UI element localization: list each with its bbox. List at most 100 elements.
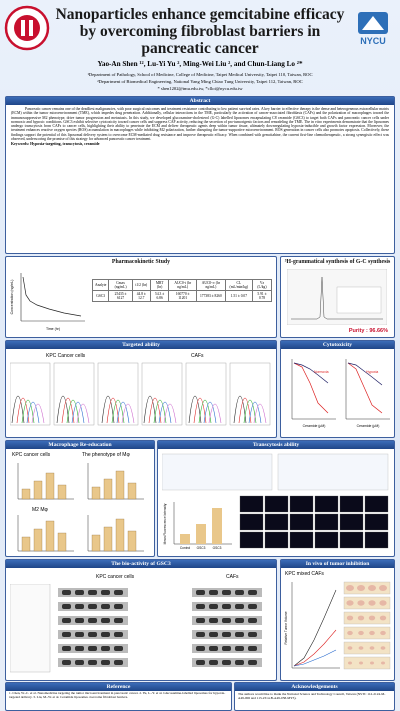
figure-shape [62,660,71,665]
figure-shape [357,615,365,621]
tumor-growth: Relative Tumor Volume [284,581,391,670]
figure-shape [368,585,376,591]
table-cell: 160770 ± 11201 [168,290,198,302]
table-cell: 44.8 ± 12.7 [131,290,151,302]
figure-shape [101,604,110,609]
figure-shape [380,630,386,636]
pk-figure: Time (hr) Concentration (ng/mL) [10,273,85,331]
figure-shape [239,513,264,531]
pk-table: Analyte Cmax (ng/mL) t1/2 (hr) MRT (hr) AUC0… [91,279,273,302]
ack-box: Acknowledgements The authors would like … [234,682,395,711]
section-head: Pharmacokinetic Study [111,259,171,265]
figure-shape [121,403,135,424]
table-cell: t1/2 (hr) [131,279,151,291]
figure-shape [289,513,314,531]
figure-shape [91,486,101,500]
section-head: In vivo of tumor inhibition [281,560,394,568]
figure-shape [289,495,314,513]
table-cell: MRT (hr) [149,279,170,291]
figure-shape [222,618,231,623]
figure-shape [75,590,84,595]
table-cell: Analyte [91,279,110,291]
figure-shape [33,480,43,500]
figure-shape [57,484,67,500]
figure-shape [101,646,110,651]
section-head: Reference [6,683,231,691]
logo-text: NYCU [360,36,386,46]
figure-shape [379,585,387,591]
figure-shape [196,590,205,595]
figure-shape [343,596,391,610]
figure-shape [196,618,205,623]
figure-shape [116,401,130,424]
figure-shape [364,495,389,513]
figure-shape [75,646,84,651]
figure-shape [196,660,205,665]
figure-shape [369,630,375,636]
figure-shape [364,531,389,549]
figure-shape [21,536,31,552]
figure-shape [21,488,31,500]
figure-shape [348,661,352,665]
figure-shape [127,530,137,552]
figure-shape [75,604,84,609]
figure-shape [314,495,339,513]
figure-shape [209,660,218,665]
figure-shape [76,403,90,424]
figure-shape [101,618,110,623]
axis-label: Ceramide (μM) [357,424,380,428]
table-cell: CL (mL/min/kg) [224,279,253,291]
figure-shape [209,632,218,637]
axis-label: Concentration (ng/mL) [10,280,14,315]
figure-shape [346,600,354,606]
figure-shape [10,584,51,673]
figure-shape [379,600,387,606]
figure-shape [209,604,218,609]
table-cell: Cmax (ng/mL) [108,279,133,291]
figure-shape [368,600,376,606]
purity: Purity : 96.66% [348,328,388,334]
figure-shape [101,590,110,595]
figure-shape [163,403,177,424]
nycu-logo: NYCU [358,12,388,46]
figure-shape [114,590,123,595]
panel-label: The phenotype of Mφ [82,452,130,458]
keywords: Keywords: Hypoxia-targeting, transcytosi… [11,142,100,146]
figure-shape [62,632,71,637]
panel-label: M2 Mφ [32,507,48,513]
invivo-box: In vivo of tumor inhibition KPC mixed CA… [280,559,395,681]
figure-shape [248,632,257,637]
table-cell: 5.91 ± 0.78 [251,290,273,302]
figure-shape [343,611,391,625]
table-cell: GSC3 [91,290,110,302]
figure-shape [339,495,364,513]
figure-shape [264,531,289,549]
panel-label: KPC mixed CAFs [285,571,324,577]
figure-shape [222,632,231,637]
figure-shape [45,520,55,552]
title: Nanoparticles enhance gemcitabine effica… [55,6,345,57]
figure-shape [114,646,123,651]
figure-shape [343,641,391,655]
pk-box: Pharmacokinetic Study Time (hr) Concentr… [5,256,277,338]
figure-shape [31,403,45,424]
figure-shape [101,632,110,637]
figure-shape [209,646,218,651]
table-cell: AUC0-t (hr ng/mL) [168,279,198,291]
axis-label: Mean Fluorescence Intensity [163,503,167,544]
figure-shape [114,660,123,665]
figure-shape [235,590,244,595]
figure-shape [141,362,183,426]
figure-shape [26,401,40,424]
authors: Yao-An Shen ¹², Lu-Yi Yu ², Ming-Wei Liu… [97,60,303,68]
abstract-box: Abstract Pancreatic cancer remains one o… [5,96,395,254]
figure-shape [62,646,71,651]
table-cell: 1.51 ± 0.07 [224,290,253,302]
section-head: Acknowledgements [235,683,394,691]
affiliation: ¹Department of Pathology, School of Medi… [87,72,313,77]
figure-shape [264,495,289,513]
figure-shape [91,534,101,552]
figure-shape [339,513,364,531]
figure-shape [370,661,374,665]
table-cell: AUC0-∞ (hr ng/mL) [196,279,226,291]
